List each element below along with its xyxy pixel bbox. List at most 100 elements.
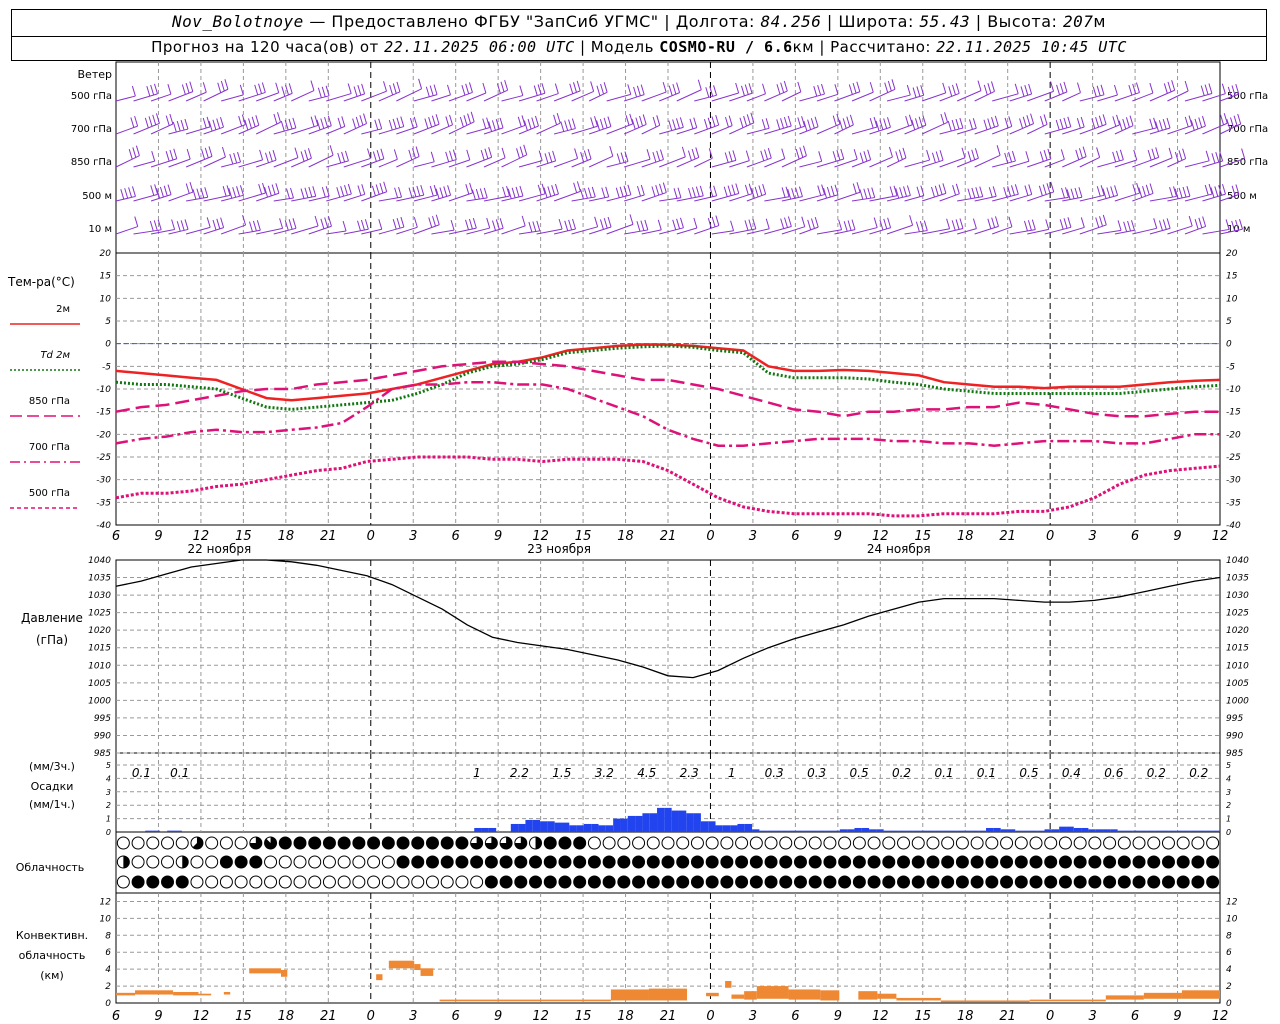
wind-barb [1167,125,1193,135]
precip-3h-label: 2.3 [680,766,699,780]
cloud-symbol [720,855,734,869]
wind-barb [1114,229,1135,235]
wind-barb-feather [150,84,155,96]
wind-barb-feather [202,82,207,93]
wind-barb-feather [156,188,161,199]
wind-barb [974,90,995,102]
wind-barb-feather [408,187,413,198]
wind-barb-feather [501,147,506,158]
precip-bar [1022,830,1030,832]
cloud-symbol [970,836,984,850]
wind-barb [1167,225,1193,235]
wind-barb-feather [340,186,345,197]
precip-3h-label: 3.2 [595,766,614,780]
cloud-symbol [455,875,469,889]
wind-barb-feather [488,121,493,132]
wind-barb [256,92,279,102]
temp-ytick-right: -15 [1226,408,1241,418]
wind-barb-feather [915,221,920,232]
wind-barb [764,226,792,235]
wind-barb-feather [120,189,125,200]
cloud-symbol [705,875,719,889]
pressure-ytick-left: 1040 [88,556,111,566]
cloud-symbol [1176,875,1190,889]
wind-barb-feather [898,149,903,160]
cloud-symbol-fill [485,837,498,849]
wind-barb-feather [1055,119,1060,131]
wind-barb-feather [504,80,509,91]
wind-barb-feather [1153,218,1158,229]
temp-time-tick-label: 6 [112,529,120,544]
pressure-ytick-right: 1040 [1226,556,1249,566]
wind-barb-feather [300,151,305,162]
cloud-symbol [749,836,763,850]
wind-barb [448,192,473,202]
wind-barb-feather [1205,150,1210,161]
wind-barb-feather [273,113,278,125]
cloud-symbol [705,855,719,869]
conv-cloud-bar [439,999,611,1002]
wind-barb-feather [212,119,217,130]
wind-barb-feather [947,120,952,132]
wind-barb-feather [548,151,553,163]
wind-barb-feather [1075,149,1080,160]
wind-barb [501,225,526,235]
wind-barb-feather [659,149,664,160]
wind-barb-feather [204,187,209,198]
wind-barb [291,124,319,135]
wind-barb-feather [357,185,362,196]
wind-barb-feather [920,85,925,96]
wind-barb [869,227,891,235]
wind-barb-feather [1133,149,1138,161]
conv-time-tick-label: 9 [834,1009,842,1024]
cloud-symbol [676,855,690,869]
precip-bar [956,830,965,832]
wind-barb-feather [1235,219,1240,231]
wind-barb [396,88,422,102]
precip-bar [627,815,636,832]
wind-barb-feather [536,220,541,232]
wind-barb [168,228,189,235]
cloud-symbol [955,836,969,850]
temp-time-tick-label: 0 [706,529,714,544]
wind-barb-feather [620,152,625,163]
wind-level-label-right: 700 гПа [1227,124,1268,135]
wind-barb [694,94,717,102]
wind-barb-feather [727,185,732,196]
wind-barb-feather [499,117,504,129]
wind-barb-feather [783,80,788,92]
precip-bar [1176,830,1184,832]
wind-barb-feather [1110,186,1115,197]
wind-barb-feather [1092,86,1097,97]
wind-barb-feather [551,185,556,196]
wind-title: Ветер [78,68,112,81]
wind-barb [536,228,563,235]
cloud-symbol [602,875,616,889]
wind-barb-feather [859,152,864,163]
wind-barb-feather [807,119,812,130]
cloud-title: Облачность [16,861,85,874]
cloud-symbol [617,875,631,889]
wind-barb-feather [1039,116,1044,127]
cloud-symbol [764,836,778,850]
wind-barb-feather [879,219,884,231]
wind-barb [168,91,193,102]
wind-barb [413,224,440,235]
wind-barb-feather [364,219,369,230]
wind-barb-feather [447,185,452,196]
wind-barb-feather [939,150,944,161]
cloud-symbol [440,855,454,869]
cloud-symbol [411,836,425,850]
cloud-symbol [1132,855,1146,869]
wind-barb [571,158,592,168]
precip-bar [152,830,160,832]
precip-bar [971,830,979,832]
temp-time-tick-label: 21 [660,529,677,544]
wind-barb-feather [506,185,511,197]
wind-barb-feather [496,83,501,94]
wind-barb-feather [292,218,297,229]
wind-level-label-right: 850 гПа [1227,157,1268,168]
wind-barb-feather [486,117,491,128]
cloud-symbol [425,855,439,869]
wind-barb-feather [396,117,401,128]
